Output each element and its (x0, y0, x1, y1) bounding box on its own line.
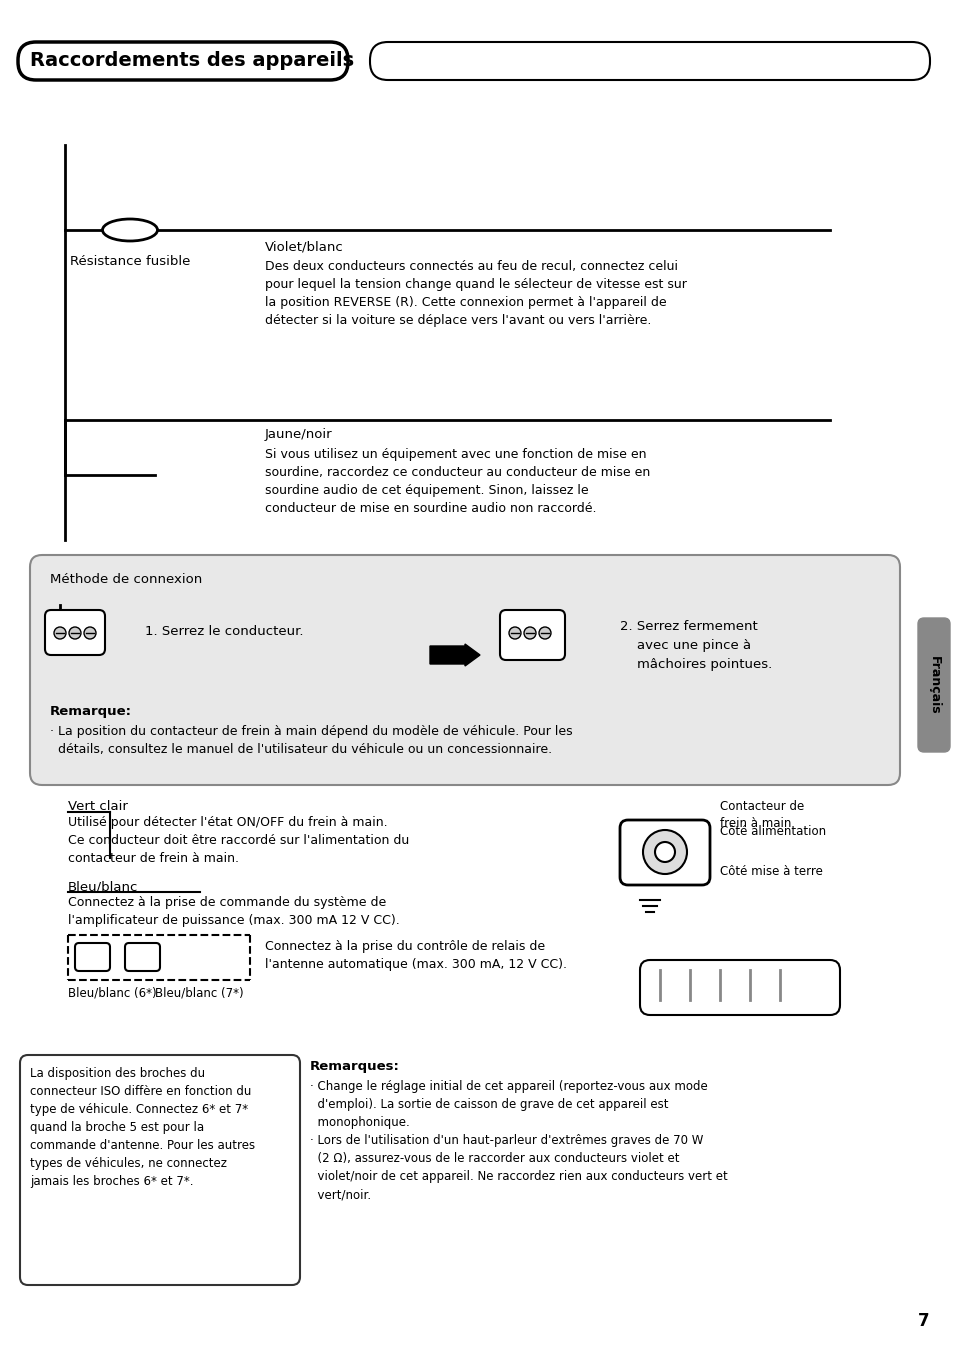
Circle shape (655, 842, 675, 862)
Text: · La position du contacteur de frein à main dépend du modèle de véhicule. Pour l: · La position du contacteur de frein à m… (50, 724, 572, 756)
Circle shape (523, 627, 536, 639)
Text: Résistance fusible: Résistance fusible (70, 255, 191, 268)
Circle shape (54, 627, 66, 639)
FancyBboxPatch shape (75, 942, 110, 971)
Text: Contacteur de
frein à main: Contacteur de frein à main (720, 800, 803, 830)
FancyBboxPatch shape (18, 42, 348, 80)
Text: Des deux conducteurs connectés au feu de recul, connectez celui
pour lequel la t: Des deux conducteurs connectés au feu de… (265, 260, 686, 328)
Text: La disposition des broches du
connecteur ISO diffère en fonction du
type de véhi: La disposition des broches du connecteur… (30, 1067, 254, 1187)
Text: · Change le réglage initial de cet appareil (reportez-vous aux mode
  d'emploi).: · Change le réglage initial de cet appar… (310, 1080, 727, 1201)
FancyBboxPatch shape (499, 611, 564, 659)
FancyBboxPatch shape (370, 42, 929, 80)
Text: Bleu/blanc (6*): Bleu/blanc (6*) (68, 987, 156, 1001)
FancyBboxPatch shape (917, 617, 949, 751)
Text: Jaune/noir: Jaune/noir (265, 428, 333, 441)
Circle shape (509, 627, 520, 639)
FancyBboxPatch shape (310, 1055, 919, 1285)
FancyBboxPatch shape (619, 821, 709, 886)
Text: 1. Serrez le conducteur.: 1. Serrez le conducteur. (145, 626, 303, 638)
Text: Remarques:: Remarques: (310, 1060, 399, 1072)
Circle shape (642, 830, 686, 873)
Text: Remarque:: Remarque: (50, 705, 132, 718)
Text: Bleu/blanc (7*): Bleu/blanc (7*) (154, 987, 243, 1001)
Circle shape (69, 627, 81, 639)
Text: Raccordements des appareils: Raccordements des appareils (30, 51, 354, 70)
Text: Violet/blanc: Violet/blanc (265, 240, 343, 253)
Text: Connectez à la prise de commande du système de
l'amplificateur de puissance (max: Connectez à la prise de commande du syst… (68, 896, 399, 927)
Text: Méthode de connexion: Méthode de connexion (50, 573, 202, 586)
FancyBboxPatch shape (20, 1055, 299, 1285)
FancyBboxPatch shape (45, 611, 105, 655)
FancyBboxPatch shape (30, 555, 899, 785)
Text: Vert clair: Vert clair (68, 800, 128, 812)
Text: Bleu/blanc: Bleu/blanc (68, 880, 138, 894)
Text: Côté alimentation: Côté alimentation (720, 825, 825, 838)
Text: Utilisé pour détecter l'état ON/OFF du frein à main.
Ce conducteur doit être rac: Utilisé pour détecter l'état ON/OFF du f… (68, 816, 409, 865)
Text: Français: Français (926, 655, 940, 715)
FancyBboxPatch shape (639, 960, 840, 1016)
Circle shape (84, 627, 96, 639)
Text: Côté mise à terre: Côté mise à terre (720, 865, 822, 877)
Text: Connectez à la prise du contrôle de relais de
l'antenne automatique (max. 300 mA: Connectez à la prise du contrôle de rela… (265, 940, 566, 971)
FancyBboxPatch shape (125, 942, 160, 971)
FancyArrow shape (430, 645, 479, 666)
Text: 7: 7 (918, 1312, 929, 1330)
Circle shape (538, 627, 551, 639)
Text: 2. Serrez fermement
    avec une pince à
    mâchoires pointues.: 2. Serrez fermement avec une pince à mâc… (619, 620, 771, 672)
Text: Si vous utilisez un équipement avec une fonction de mise en
sourdine, raccordez : Si vous utilisez un équipement avec une … (265, 448, 650, 515)
Ellipse shape (102, 219, 157, 241)
